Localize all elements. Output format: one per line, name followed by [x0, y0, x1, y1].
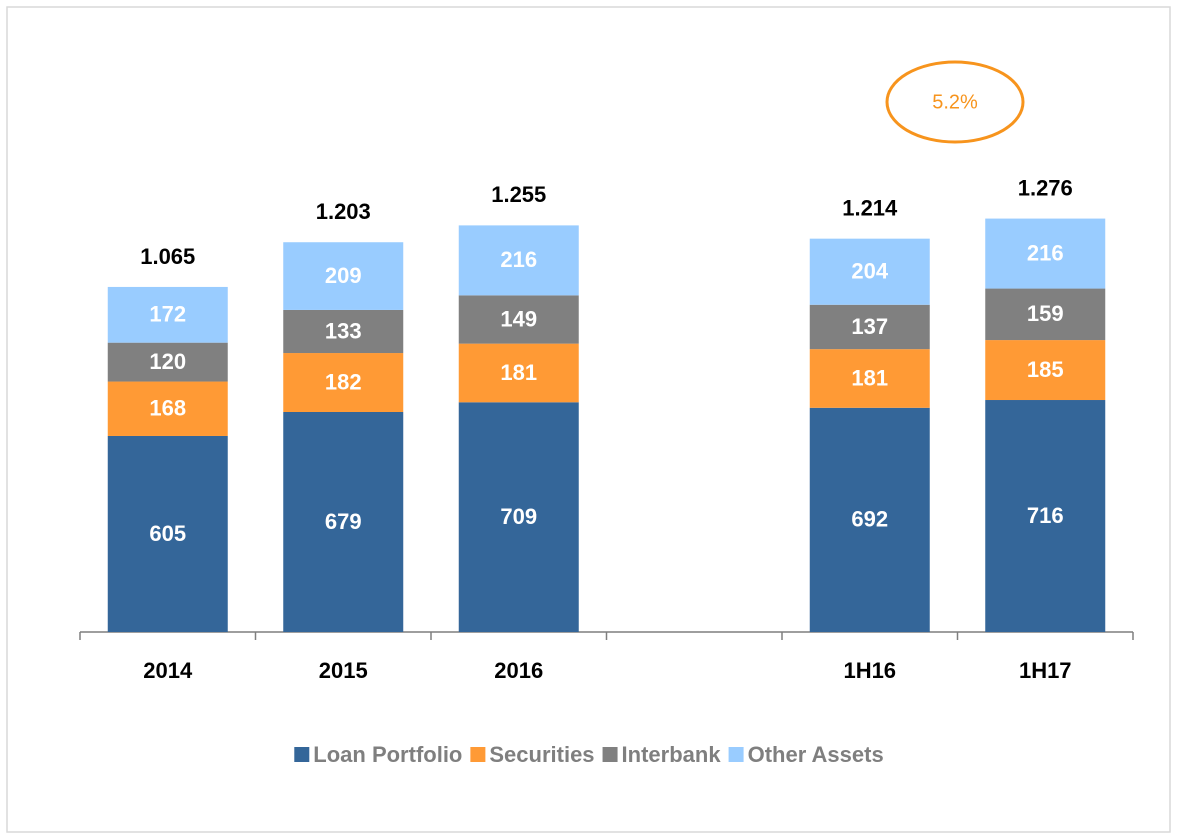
x-tick-label: 2015 [319, 658, 368, 683]
data-label: 216 [500, 247, 537, 272]
data-label: 185 [1027, 357, 1064, 382]
bar-segment [809, 407, 930, 632]
bar-segment [107, 342, 228, 382]
data-label: 679 [325, 509, 362, 534]
total-label: 1.065 [140, 244, 195, 269]
bar-segment [107, 435, 228, 632]
total-label: 1.255 [491, 182, 546, 207]
total-label: 1.214 [842, 195, 898, 220]
data-label: 709 [500, 504, 537, 529]
bar-segment [985, 288, 1106, 341]
data-label: 133 [325, 318, 362, 343]
data-label: 172 [149, 302, 186, 327]
data-label: 204 [851, 259, 888, 284]
bar-segment [809, 304, 930, 350]
bar-segment [458, 295, 579, 344]
data-label: 181 [500, 360, 537, 385]
data-label: 692 [851, 507, 888, 532]
data-label: 120 [149, 349, 186, 374]
legend-swatch [728, 747, 744, 762]
bar-segment [985, 400, 1106, 632]
legend-swatch [602, 747, 618, 762]
bar-segment [283, 353, 404, 413]
legend-label: Securities [489, 742, 594, 767]
data-label: 181 [851, 365, 888, 390]
data-label: 137 [851, 314, 888, 339]
data-label: 149 [500, 306, 537, 331]
x-tick-label: 1H16 [843, 658, 896, 683]
data-label: 182 [325, 369, 362, 394]
x-tick-label: 1H17 [1019, 658, 1072, 683]
data-label: 716 [1027, 503, 1064, 528]
data-label: 209 [325, 263, 362, 288]
bar-segment [283, 309, 404, 354]
bar-segment [985, 218, 1106, 289]
legend-swatch [470, 747, 486, 762]
x-tick-label: 2016 [494, 658, 543, 683]
annotation-ellipse [885, 60, 1025, 144]
total-label: 1.276 [1018, 175, 1073, 200]
legend-label: Interbank [622, 742, 722, 767]
data-label: 168 [149, 396, 186, 421]
x-tick-label: 2014 [143, 658, 193, 683]
bar-segment [458, 225, 579, 296]
bar-segment [283, 242, 404, 310]
annotation: 5.2% [932, 91, 978, 113]
legend-label: Other Assets [748, 742, 884, 767]
total-label: 1.203 [316, 199, 371, 224]
bar-segment [809, 349, 930, 408]
data-label: 216 [1027, 240, 1064, 265]
bar-segment [458, 402, 579, 632]
bar-segment [809, 238, 930, 305]
bar-segment [283, 412, 404, 632]
bar-segment [107, 286, 228, 343]
legend-swatch [294, 747, 310, 762]
data-label: 159 [1027, 301, 1064, 326]
legend-label: Loan Portfolio [313, 742, 462, 767]
bar-segment [107, 381, 228, 436]
bar-segment [458, 343, 579, 403]
data-label: 605 [149, 521, 186, 546]
bar-segment [985, 340, 1106, 401]
